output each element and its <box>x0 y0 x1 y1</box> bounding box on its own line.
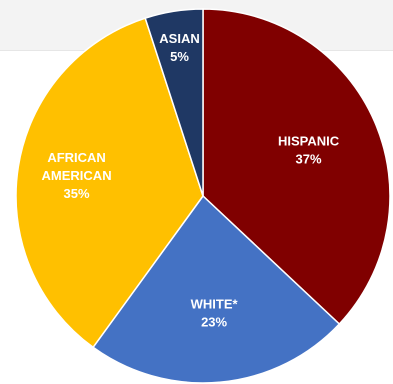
data-label-african-american-value: 35% <box>64 186 90 201</box>
data-label-african-american-name: AMERICAN <box>42 168 112 183</box>
pie-slice-white <box>92 194 341 384</box>
data-label-asian-name: ASIAN <box>159 31 199 46</box>
data-label-hispanic-name: HISPANIC <box>278 133 340 148</box>
data-label-hispanic-value: 37% <box>296 151 322 166</box>
pie-slice-asian <box>144 8 204 197</box>
pie-slice-hispanic <box>202 8 391 326</box>
data-label-white-name: WHITE* <box>191 296 239 311</box>
pie-slice-african-american <box>15 17 204 349</box>
data-label-asian-value: 5% <box>170 49 189 64</box>
data-label-white-value: 23% <box>201 314 227 329</box>
data-label-african-american-name: AFRICAN <box>47 150 106 165</box>
